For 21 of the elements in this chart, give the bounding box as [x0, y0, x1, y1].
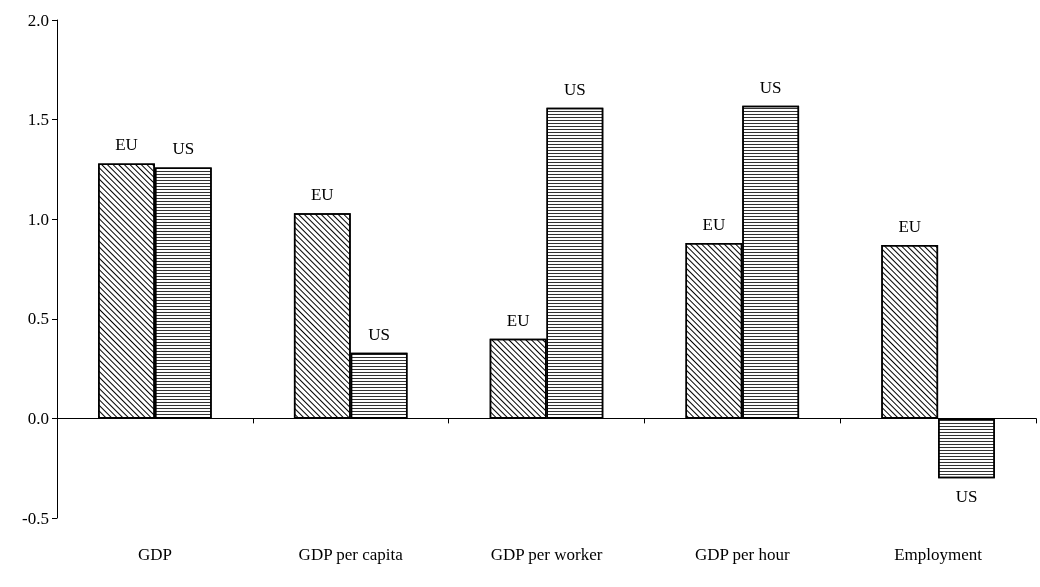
y-tick-label: 1.0	[27, 209, 49, 229]
y-tick-label: -0.5	[22, 508, 49, 528]
x-tick-label: GDP per worker	[490, 545, 603, 564]
y-tick-label: 0.5	[27, 309, 49, 329]
y-tick-label: 0.0	[27, 408, 49, 428]
text: US	[955, 487, 978, 507]
text: US	[564, 79, 586, 99]
series-label: EU	[115, 135, 138, 155]
text: EU	[702, 215, 726, 235]
y-tick-label: 1.5	[27, 110, 49, 130]
y-tick-label: 2.0	[27, 10, 49, 30]
x-tick-label: GDP	[137, 545, 172, 564]
text: US	[759, 77, 782, 97]
x-tick-label: Employment	[894, 545, 983, 564]
x-tick-label: GDP per capita	[298, 545, 404, 564]
text: EU	[506, 310, 530, 330]
x-tick-label: GDP per hour	[694, 545, 791, 564]
text: EU	[898, 217, 922, 237]
series-label: US	[172, 139, 195, 159]
text: US	[368, 324, 390, 344]
text: EU	[310, 185, 334, 205]
